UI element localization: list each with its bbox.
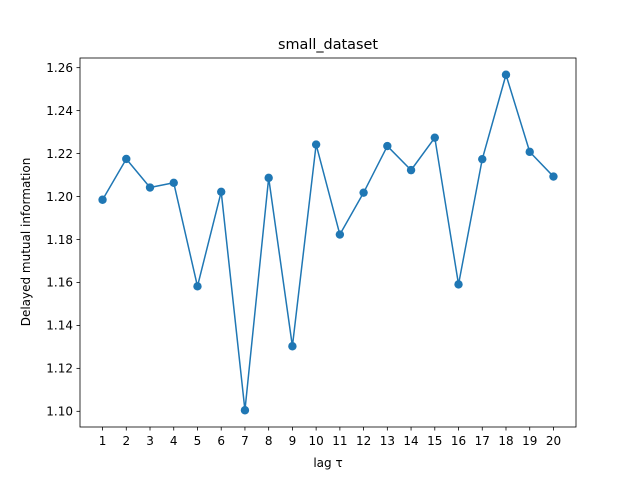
x-tick-label: 5 — [194, 434, 202, 448]
x-tick-label: 8 — [265, 434, 273, 448]
x-tick-label: 12 — [356, 434, 371, 448]
y-tick-label: 1.20 — [46, 190, 73, 204]
y-tick-label: 1.12 — [46, 362, 73, 376]
y-axis-label: Delayed mutual information — [19, 158, 33, 327]
x-tick-label: 7 — [241, 434, 249, 448]
data-point — [311, 140, 321, 149]
x-tick-label: 9 — [289, 434, 297, 448]
data-point — [359, 188, 368, 197]
data-point — [240, 406, 250, 415]
x-tick-label: 14 — [403, 434, 418, 448]
x-tick-label: 18 — [498, 434, 513, 448]
data-series — [98, 70, 558, 415]
data-point — [145, 183, 155, 192]
x-axis-label: lag τ — [313, 456, 342, 470]
data-point — [525, 147, 534, 157]
y-tick-label: 1.18 — [46, 233, 73, 247]
x-tick-label: 17 — [475, 434, 490, 448]
x-tick-label: 19 — [522, 434, 537, 448]
y-tick-label: 1.26 — [46, 61, 73, 75]
y-tick-label: 1.16 — [46, 276, 73, 290]
x-tick-label: 13 — [380, 434, 395, 448]
data-point — [335, 230, 345, 239]
x-tick-label: 4 — [170, 434, 178, 448]
y-tick-label: 1.14 — [46, 319, 73, 333]
data-point — [217, 187, 226, 197]
data-point — [383, 141, 392, 151]
x-tick-label: 1 — [99, 434, 107, 448]
data-point — [406, 165, 416, 175]
x-tick-label: 15 — [427, 434, 442, 448]
y-tick-label: 1.24 — [46, 104, 73, 118]
data-point — [430, 133, 439, 142]
data-point — [122, 154, 131, 164]
x-tick-label: 3 — [146, 434, 154, 448]
data-point — [264, 173, 273, 183]
data-point — [288, 342, 297, 351]
data-point — [549, 172, 558, 181]
data-point — [169, 178, 178, 187]
y-tick-label: 1.10 — [46, 405, 73, 419]
data-point — [478, 154, 487, 164]
series-line — [101, 74, 554, 411]
x-tick-label: 20 — [546, 434, 561, 448]
data-point — [454, 280, 463, 289]
x-tick-label: 6 — [217, 434, 225, 448]
data-point — [501, 70, 511, 79]
data-point — [193, 282, 202, 291]
x-tick-label: 11 — [332, 434, 347, 448]
plot-frame — [79, 57, 577, 428]
data-point — [98, 195, 107, 204]
y-tick-label: 1.22 — [46, 147, 73, 161]
x-tick-label: 2 — [122, 434, 130, 448]
axis-ticks: 1 2 3 4 5 6 7 8 9 10 11 12 13 14 15 16 17 18 19 201.101.121… — [46, 61, 561, 448]
chart-title: small_dataset — [278, 37, 378, 53]
x-tick-label: 10 — [308, 434, 323, 448]
x-tick-label: 16 — [451, 434, 466, 448]
